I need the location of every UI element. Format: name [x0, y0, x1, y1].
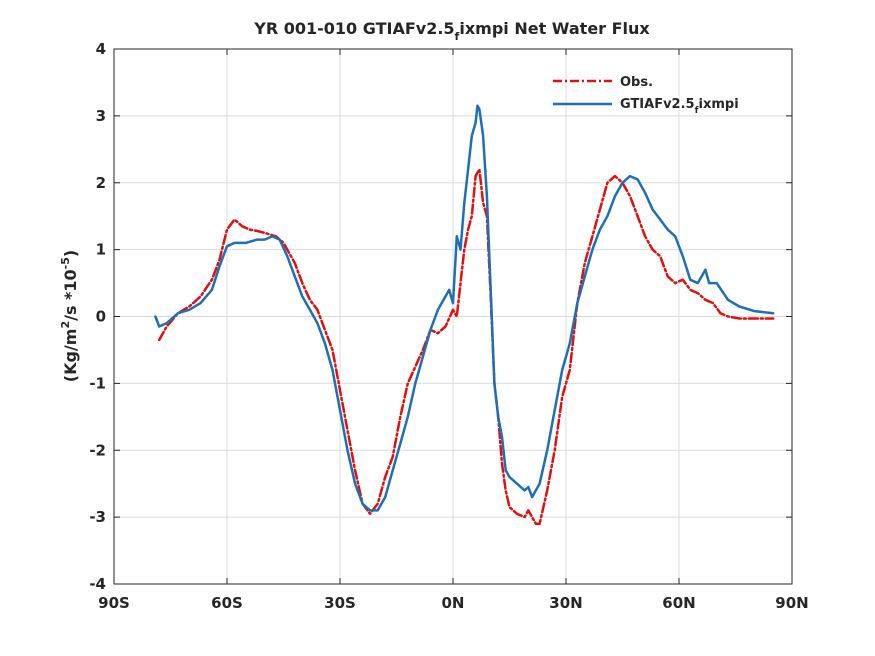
- y-tick-label: -4: [89, 575, 106, 593]
- x-tick-label: 60S: [211, 594, 243, 612]
- series-line-gtiaf: [154, 104, 775, 512]
- plot-area: 90S 60S 30S 0N 30N 60N 90N -4 -3 -2 -1 0 1 2 3 4: [89, 40, 808, 612]
- x-tick-label: 30S: [324, 594, 356, 612]
- y-tick-label: 0: [96, 308, 106, 326]
- y-tick-label: 1: [96, 241, 106, 259]
- y-tick-label: -3: [89, 508, 106, 526]
- y-tick-label: 2: [96, 174, 106, 192]
- ticks: 90S 60S 30S 0N 30N 60N 90N -4 -3 -2 -1 0 1 2 3 4: [89, 40, 808, 612]
- grid: [114, 49, 792, 584]
- y-axis-label: (Kg/m2/s *10-5): [59, 250, 80, 382]
- y-tick-label: -1: [89, 374, 106, 392]
- series-line-obs: [157, 168, 775, 526]
- x-tick-label: 30N: [549, 594, 582, 612]
- x-tick-label: 0N: [442, 594, 465, 612]
- x-tick-label: 60N: [662, 594, 695, 612]
- y-tick-label: 3: [96, 107, 106, 125]
- legend-label-obs: Obs.: [620, 75, 653, 90]
- legend-label-gtiaf: GTIAFv2.5fixmpi: [620, 97, 739, 116]
- legend: Obs. GTIAFv2.5fixmpi: [553, 75, 739, 116]
- y-tick-label: 4: [96, 40, 106, 58]
- series-layer: [154, 104, 775, 526]
- y-tick-label: -2: [89, 441, 106, 459]
- x-tick-label: 90N: [775, 594, 808, 612]
- chart-title: YR 001-010 GTIAFv2.5fixmpi Net Water Flu…: [253, 19, 650, 43]
- x-tick-label: 90S: [98, 594, 130, 612]
